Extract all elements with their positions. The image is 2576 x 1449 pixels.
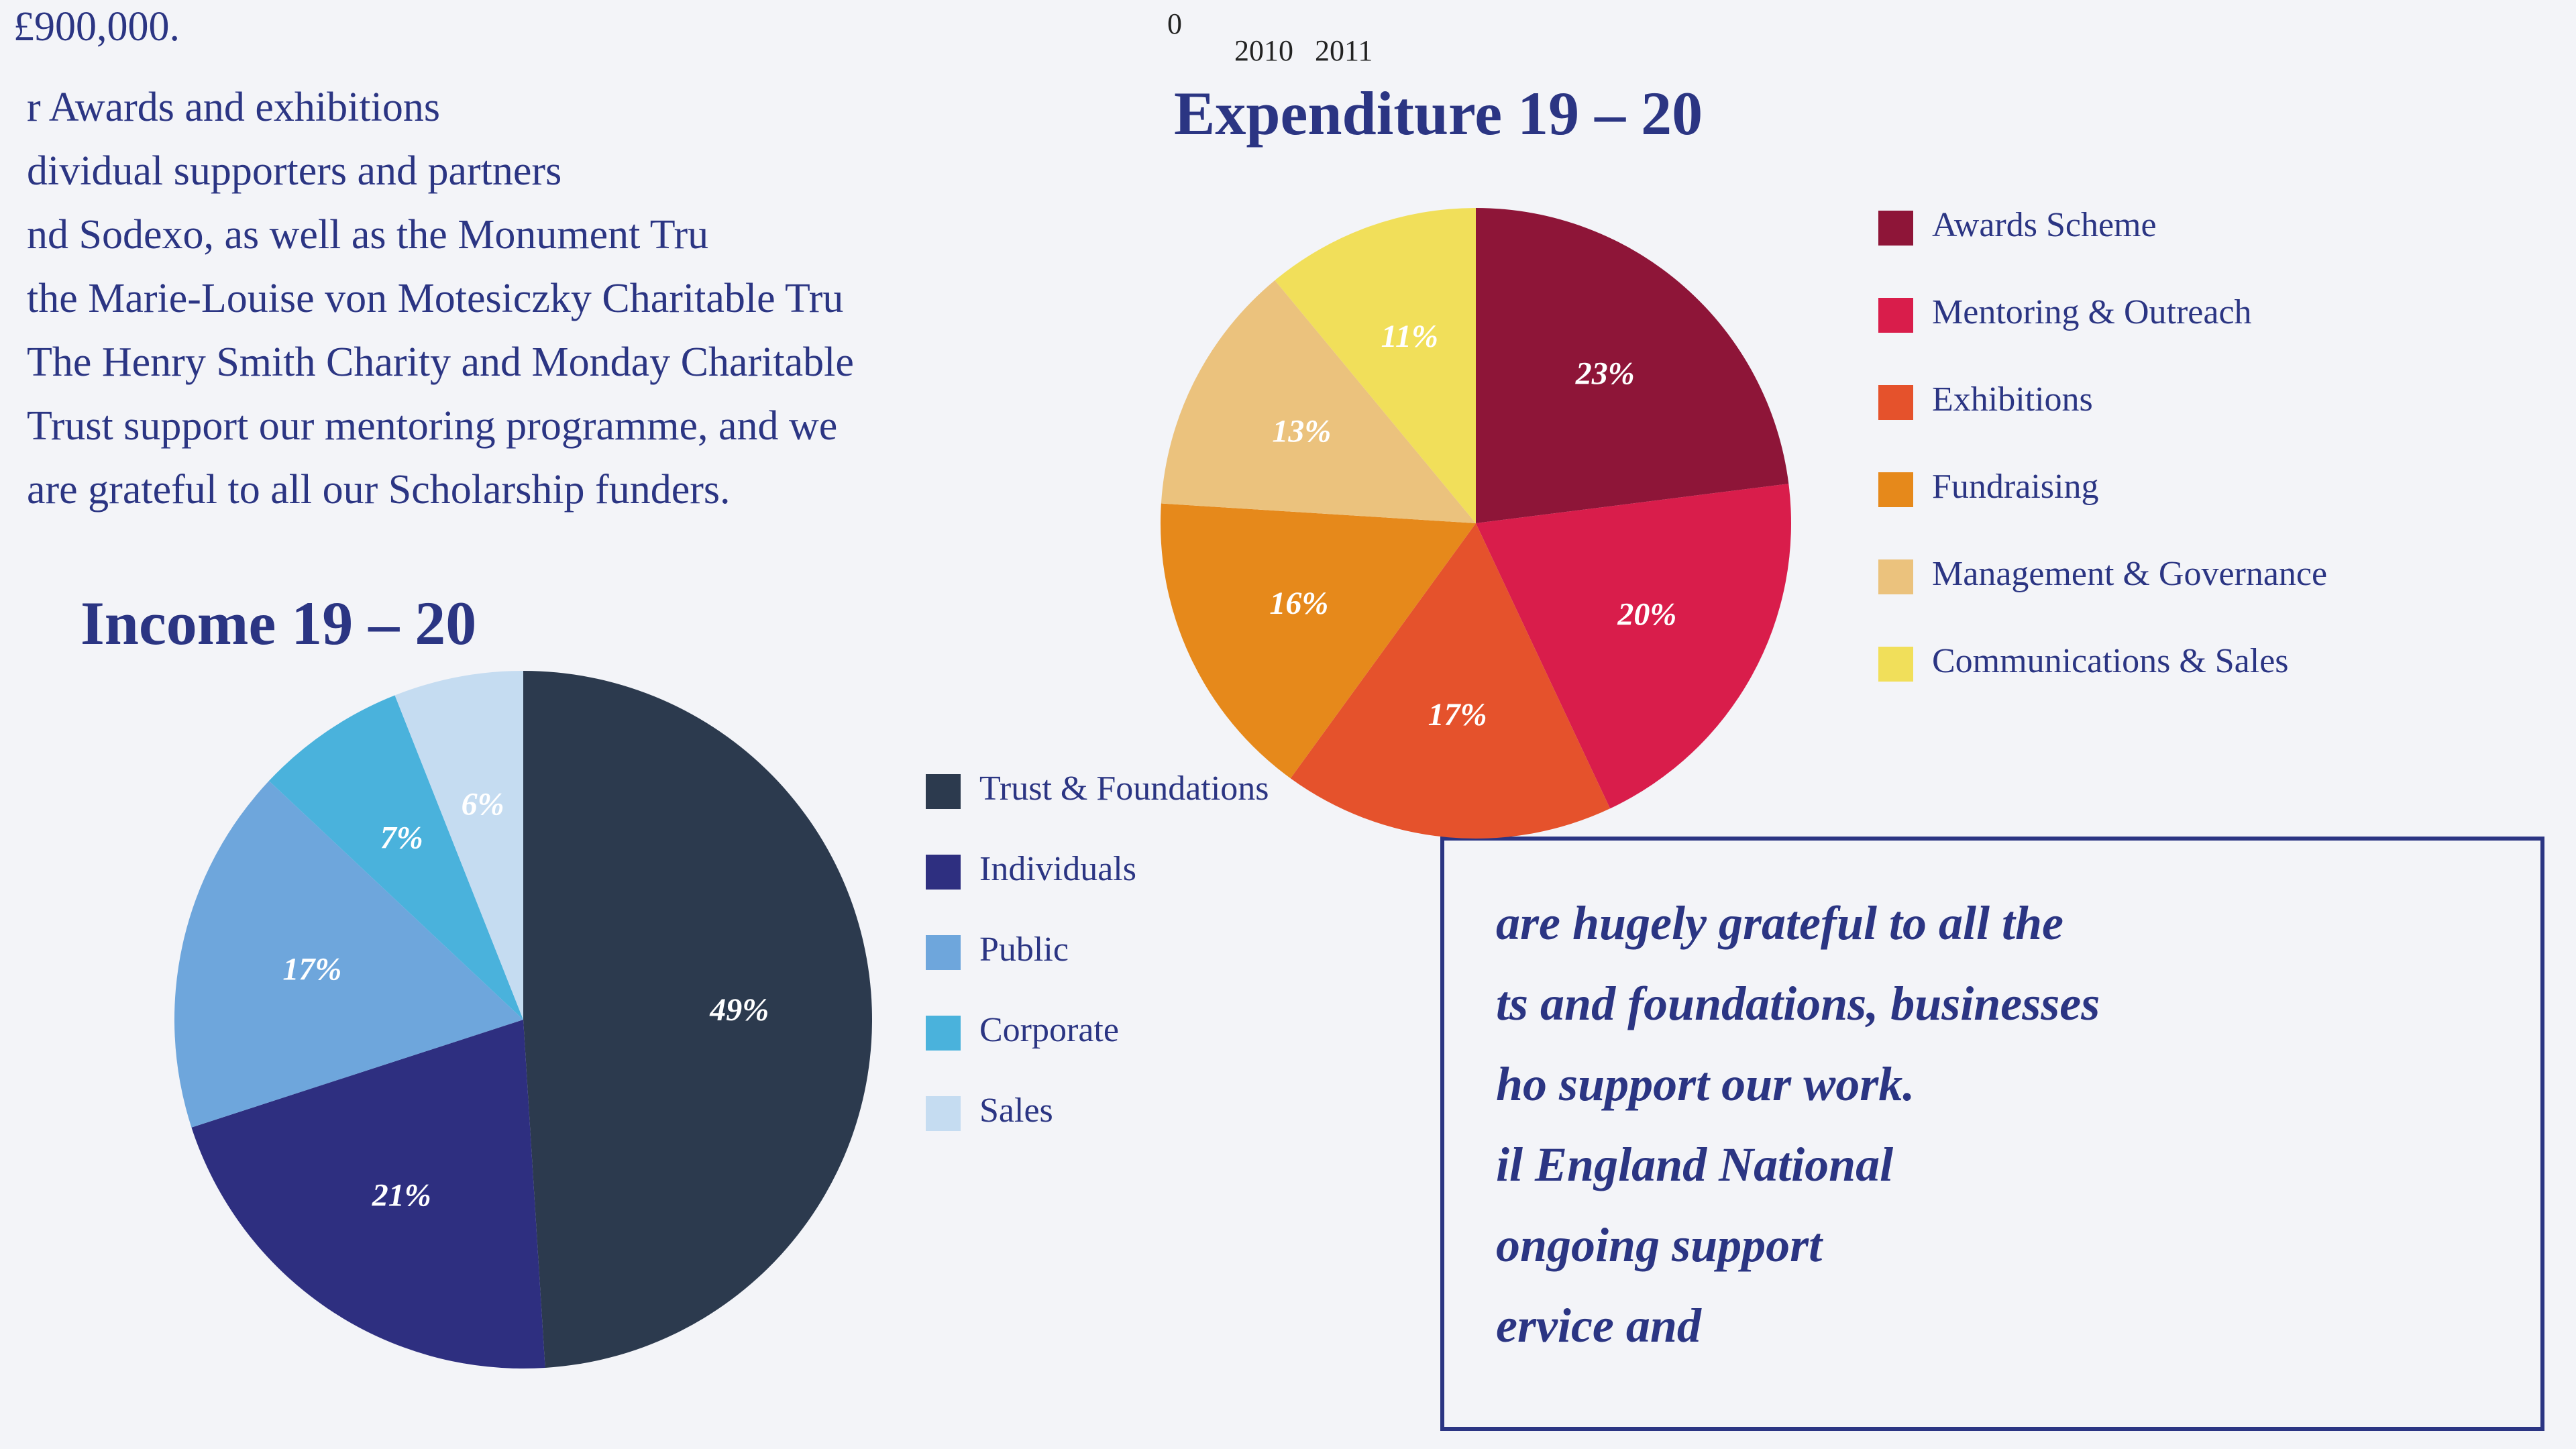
paragraph-line: are grateful to all our Scholarship fund… xyxy=(27,467,731,513)
quote-line: are hugely grateful to all the xyxy=(1496,896,2063,950)
quote-line: ho support our work. xyxy=(1496,1057,1915,1111)
slice-label: 6% xyxy=(462,786,504,822)
slice-label: 13% xyxy=(1272,414,1331,449)
slice-label: 49% xyxy=(709,992,769,1028)
legend-label: Individuals xyxy=(979,850,1136,888)
paragraph-line: nd Sodexo, as well as the Monument Tru xyxy=(27,212,708,258)
quote-box xyxy=(1440,837,2544,1431)
pie-slice xyxy=(268,695,523,1020)
pie-slice xyxy=(1290,523,1611,839)
pie-slice xyxy=(1161,503,1476,779)
axis-zero: 0 xyxy=(1167,7,1182,40)
income-title: Income 19 – 20 xyxy=(80,589,476,657)
pie-slice xyxy=(394,671,523,1020)
paragraph-line: Trust support our mentoring programme, a… xyxy=(27,403,837,449)
paragraph-line: dividual supporters and partners xyxy=(27,148,561,194)
year: 2010 xyxy=(1234,34,1293,67)
legend-label: Corporate xyxy=(979,1011,1119,1049)
slice-label: 17% xyxy=(1428,697,1487,733)
pie-slice xyxy=(174,781,523,1128)
slice-label: 7% xyxy=(380,820,423,855)
legend-label: Trust & Foundations xyxy=(979,769,1269,808)
pie-slice xyxy=(191,1020,545,1369)
slice-label: 11% xyxy=(1381,319,1438,354)
legend-swatch xyxy=(1878,472,1913,507)
legend-swatch xyxy=(926,855,961,890)
quote-line: ervice and xyxy=(1496,1299,1702,1352)
legend-label: Fundraising xyxy=(1932,468,2098,506)
legend-swatch xyxy=(926,1016,961,1051)
quote-line: il England National xyxy=(1496,1138,1893,1191)
legend-label: Communications & Sales xyxy=(1932,642,2289,680)
paragraph-line: r Awards and exhibitions xyxy=(27,85,440,130)
slice-label: 20% xyxy=(1617,596,1676,632)
slice-label: 17% xyxy=(282,952,341,987)
legend-swatch xyxy=(926,1096,961,1131)
pie-slice xyxy=(1275,208,1476,523)
legend-swatch xyxy=(1878,211,1913,246)
legend-swatch xyxy=(1878,385,1913,420)
slice-label: 16% xyxy=(1269,586,1328,621)
slice-label: 21% xyxy=(372,1178,431,1214)
legend-label: Management & Governance xyxy=(1932,555,2327,593)
legend-label: Public xyxy=(979,930,1069,969)
pie-slice xyxy=(1476,484,1791,809)
legend-label: Exhibitions xyxy=(1932,380,2093,419)
pie-slice xyxy=(1161,280,1476,523)
paragraph-line: the Marie-Louise von Motesiczky Charitab… xyxy=(27,276,843,321)
legend-label: Mentoring & Outreach xyxy=(1932,293,2252,331)
amount: £900,000. xyxy=(13,4,180,50)
legend-label: Awards Scheme xyxy=(1932,206,2157,244)
legend-swatch xyxy=(1878,647,1913,682)
legend-swatch xyxy=(1878,559,1913,594)
year: 2011 xyxy=(1315,34,1373,67)
legend-swatch xyxy=(1878,298,1913,333)
legend-label: Sales xyxy=(979,1091,1053,1130)
quote-line: ts and foundations, businesses xyxy=(1496,977,2100,1030)
expenditure-title: Expenditure 19 – 20 xyxy=(1174,79,1703,148)
pie-slice xyxy=(523,671,873,1368)
pie-slice xyxy=(1476,208,1789,523)
slice-label: 23% xyxy=(1575,356,1635,391)
quote-line: ongoing support xyxy=(1496,1218,1823,1272)
paragraph-line: The Henry Smith Charity and Monday Chari… xyxy=(27,339,854,385)
legend-swatch xyxy=(926,774,961,809)
legend-swatch xyxy=(926,935,961,970)
